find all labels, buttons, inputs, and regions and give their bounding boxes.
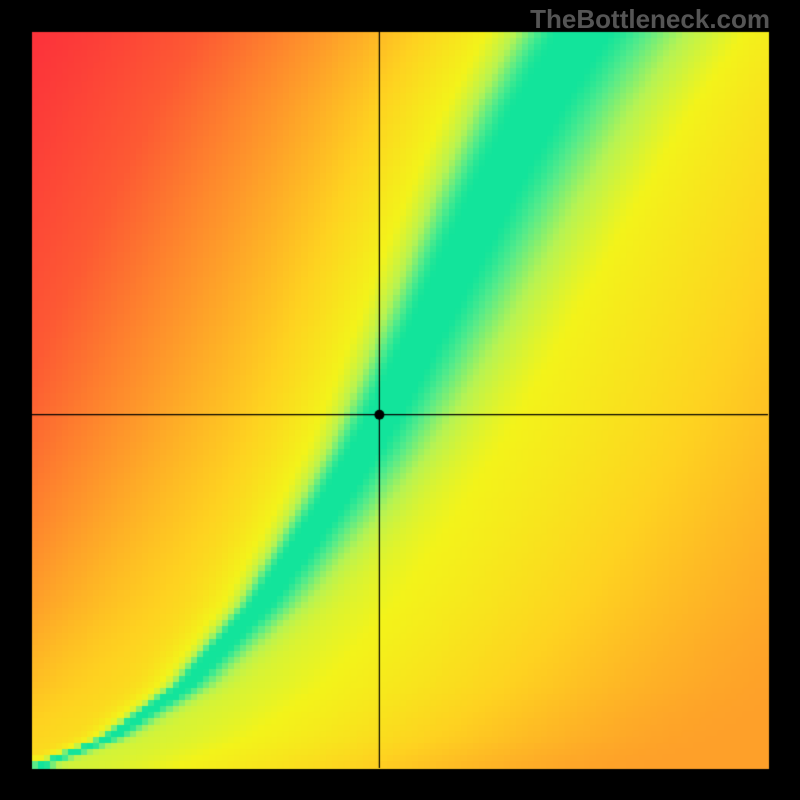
bottleneck-heatmap (0, 0, 800, 800)
watermark-text: TheBottleneck.com (530, 4, 770, 35)
